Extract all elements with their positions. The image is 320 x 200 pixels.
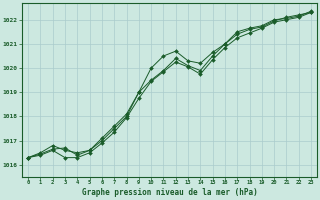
X-axis label: Graphe pression niveau de la mer (hPa): Graphe pression niveau de la mer (hPa): [82, 188, 258, 197]
